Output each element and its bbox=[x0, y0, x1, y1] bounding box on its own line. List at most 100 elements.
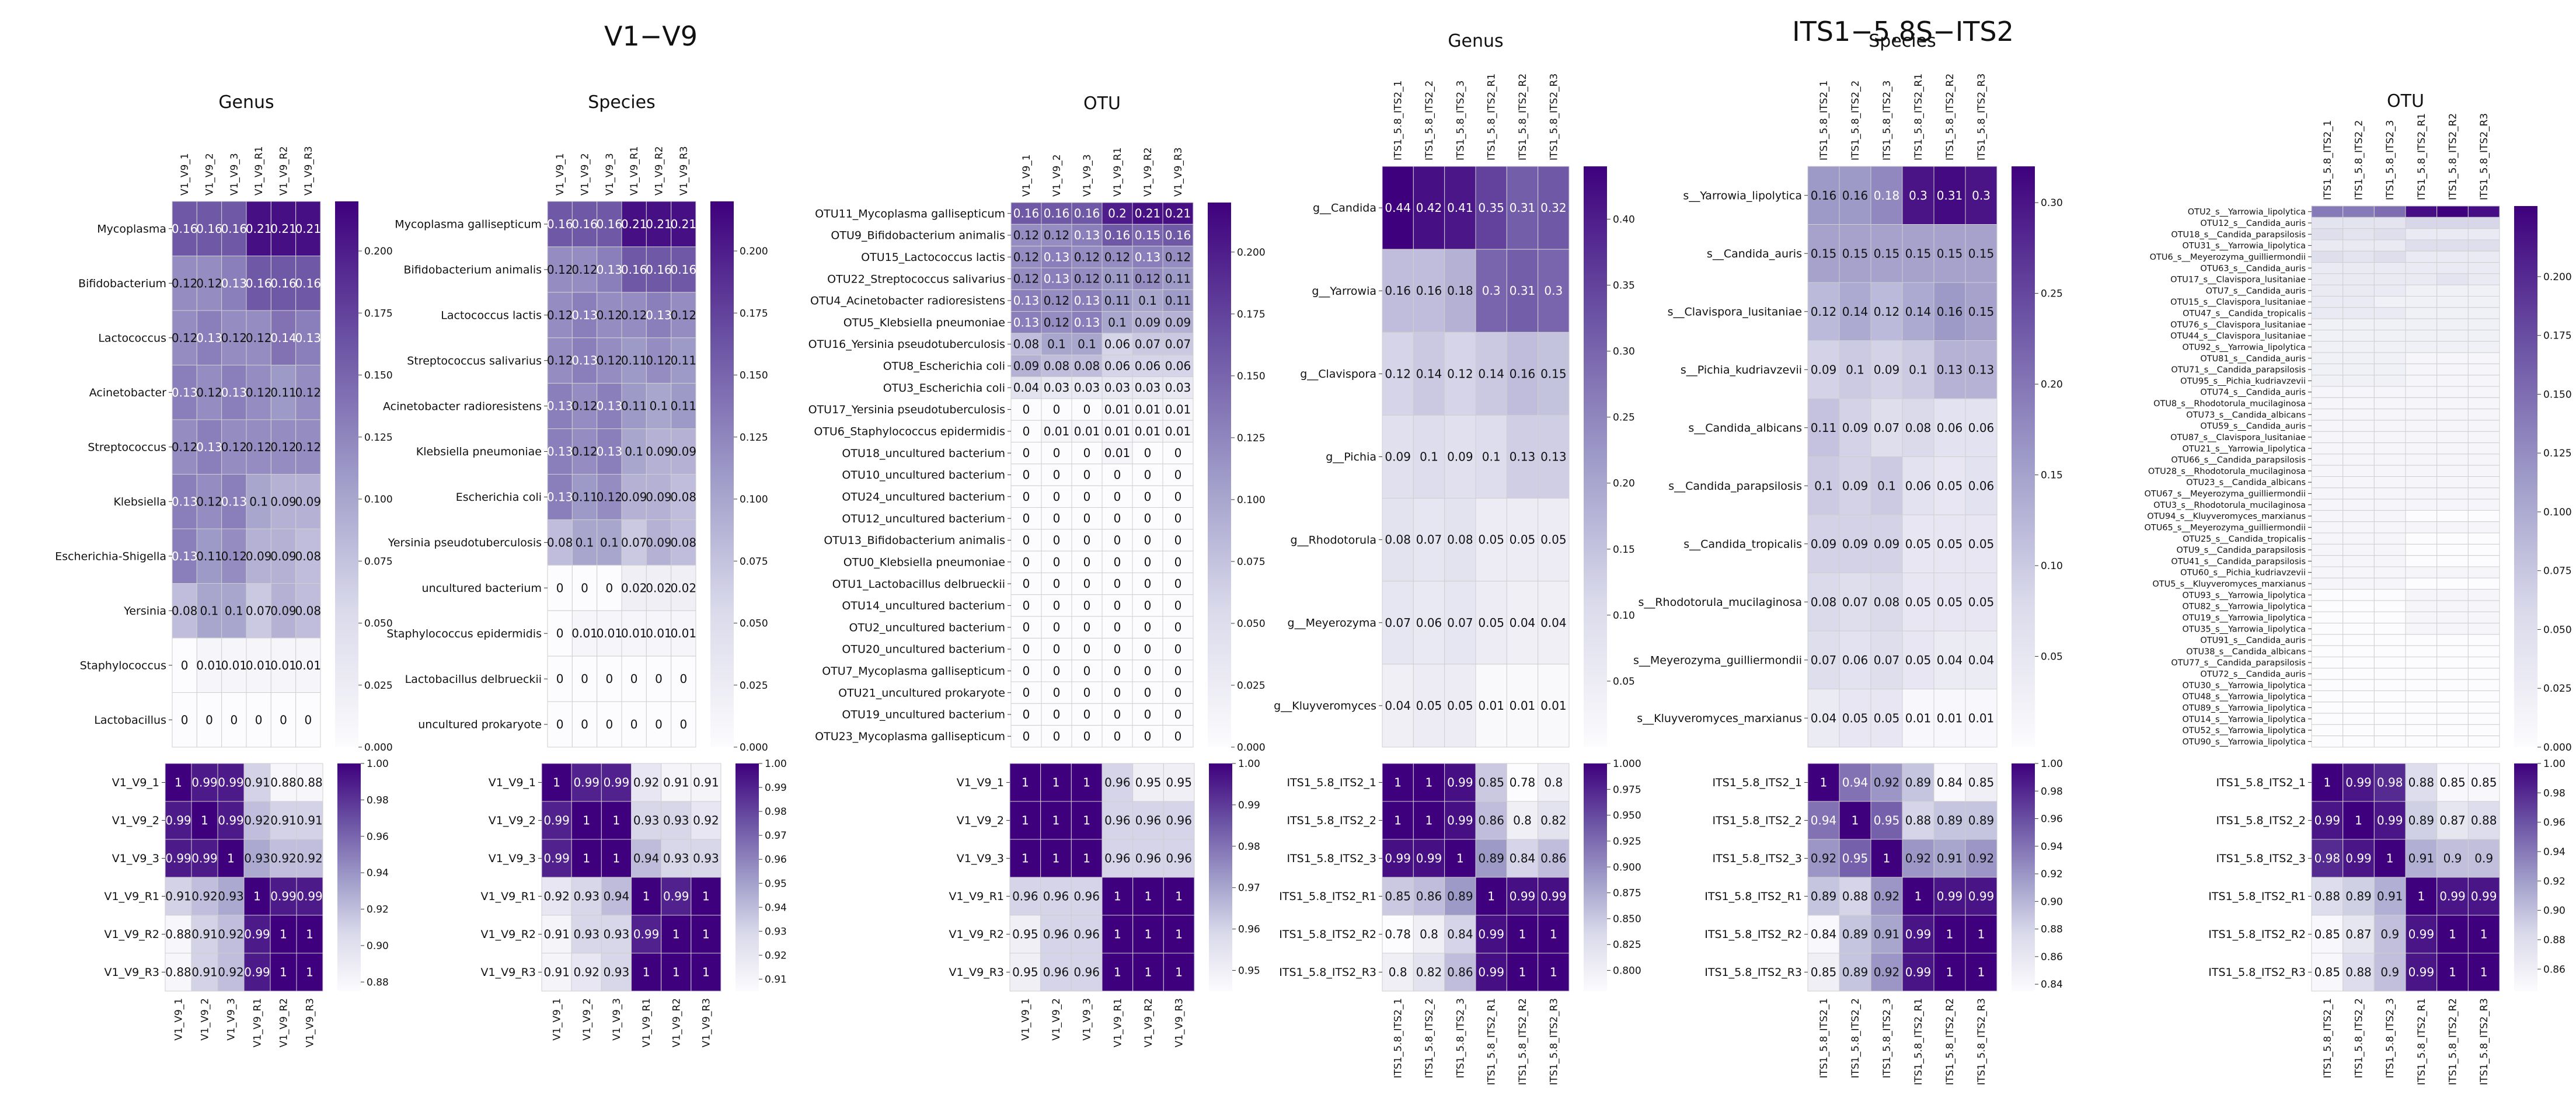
cell-value-label: 0.99 bbox=[604, 776, 630, 790]
heatmap-cell bbox=[671, 383, 696, 430]
cell-value-label: 0.13 bbox=[221, 494, 248, 508]
row-label: OTU95_s__Pichia_kudriavzevii bbox=[2180, 376, 2306, 386]
cell-value-label: 0.16 bbox=[1074, 207, 1100, 221]
heatmap-cell bbox=[1101, 398, 1133, 421]
panel-title: Species bbox=[588, 92, 655, 113]
cell-value-label: 0.12 bbox=[547, 354, 573, 368]
colorbar-tick-label: 0.125 bbox=[2543, 448, 2572, 459]
heatmap-cell bbox=[2467, 409, 2500, 421]
heatmap-cell bbox=[2311, 566, 2344, 578]
cell-value-label: 0.09 bbox=[1874, 362, 1900, 376]
row-label: ITS1_5.8_ITS2_3 bbox=[1287, 852, 1376, 865]
row-label: OTU9_Bifidobacterium animalis bbox=[831, 229, 1005, 242]
row-label: Lactococcus lactis bbox=[441, 309, 542, 322]
cell-value-label: 0.99 bbox=[2314, 814, 2341, 828]
colorbar-tick-label: 0.100 bbox=[1237, 494, 1266, 506]
heatmap-cell bbox=[2343, 521, 2375, 533]
row-label: Acinetobacter radioresistens bbox=[383, 400, 542, 413]
cell-value-label: 1 bbox=[1978, 965, 1985, 979]
cell-value-label: 1 bbox=[306, 965, 313, 979]
cell-value-label: 0.12 bbox=[571, 399, 598, 413]
cell-value-label: 0.92 bbox=[693, 814, 719, 828]
cell-value-label: 0 bbox=[1174, 555, 1182, 569]
cell-value-label: 0.07 bbox=[1416, 533, 1442, 547]
cell-value-label: 1 bbox=[1052, 776, 1060, 790]
cell-value-label: 0.12 bbox=[196, 276, 222, 290]
colorbar-tick-label: 0.94 bbox=[367, 867, 389, 879]
cell-value-label: 0.96 bbox=[1073, 890, 1100, 904]
cell-value-label: 0.13 bbox=[597, 263, 623, 277]
cell-value-label: 0.21 bbox=[646, 217, 672, 231]
heatmap-cell bbox=[2343, 577, 2375, 590]
cell-value-label: 0.12 bbox=[621, 308, 647, 322]
heatmap-cell bbox=[1807, 953, 1840, 992]
cell-value-label: 0.21 bbox=[246, 222, 272, 236]
cell-value-label: 1 bbox=[2386, 852, 2394, 866]
heatmap-cell bbox=[172, 201, 197, 256]
heatmap-cell bbox=[1162, 463, 1194, 486]
cell-value-label: 0.01 bbox=[221, 658, 248, 672]
cell-value-label: 0.99 bbox=[543, 814, 570, 828]
heatmap-cell bbox=[221, 528, 247, 584]
cell-value-label: 0 bbox=[1144, 490, 1152, 504]
colorbar-tick-label: 0.95 bbox=[765, 878, 787, 890]
row-label: OTU72_s__Candida_auris bbox=[2200, 670, 2306, 679]
cell-value-label: 0.99 bbox=[663, 890, 689, 904]
cell-value-label: 0.12 bbox=[221, 549, 248, 563]
heatmap-cell bbox=[296, 953, 323, 992]
column-label: V1_V9_R2 bbox=[654, 146, 665, 196]
heatmap-cell bbox=[2405, 262, 2438, 274]
column-label: V1_V9_R1 bbox=[1112, 147, 1124, 197]
cell-value-label: 0.82 bbox=[1416, 965, 1442, 979]
heatmap-cell bbox=[1807, 166, 1840, 225]
cell-value-label: 0 bbox=[1023, 707, 1030, 721]
cell-value-label: 0.88 bbox=[2314, 890, 2341, 904]
heatmap-cell bbox=[2311, 532, 2344, 545]
heatmap-cell bbox=[246, 256, 271, 311]
heatmap-cell bbox=[2343, 363, 2375, 376]
row-label: OTU17_Yersinia pseudotuberculosis bbox=[808, 403, 1005, 416]
colorbar-tick-label: 0.88 bbox=[2041, 924, 2063, 936]
colorbar-tick-label: 1.00 bbox=[367, 758, 389, 770]
heatmap-cell bbox=[1071, 529, 1103, 552]
heatmap-cell bbox=[671, 474, 696, 520]
heatmap-cell bbox=[1071, 953, 1103, 992]
heatmap-cell bbox=[2343, 839, 2375, 878]
heatmap-cell bbox=[295, 528, 321, 584]
heatmap-cell bbox=[1101, 681, 1133, 704]
heatmap-cell bbox=[2436, 352, 2469, 364]
heatmap-cell bbox=[191, 953, 218, 992]
colorbar-tick-label: 0.200 bbox=[2543, 271, 2572, 283]
heatmap-cell bbox=[1933, 514, 1966, 573]
cell-value-label: 0.11 bbox=[1811, 421, 1837, 435]
heatmap-cell bbox=[2373, 657, 2406, 669]
heatmap-cell bbox=[621, 201, 647, 247]
heatmap-cell bbox=[2405, 713, 2438, 725]
heatmap-cell bbox=[1382, 414, 1414, 499]
row-label: OTU71_s__Candida_parapsilosis bbox=[2171, 365, 2306, 375]
heatmap-cell bbox=[2343, 690, 2375, 703]
cell-value-label: 0 bbox=[1053, 403, 1061, 417]
heatmap-cell bbox=[2311, 724, 2344, 737]
row-label: ITS1_5.8_ITS2_R3 bbox=[2208, 966, 2306, 979]
cell-value-label: 0.14 bbox=[1478, 367, 1504, 381]
cell-value-label: 0.01 bbox=[246, 658, 272, 672]
cell-value-label: 0.88 bbox=[165, 965, 191, 979]
heatmap-cell bbox=[2467, 657, 2500, 669]
heatmap-cell bbox=[2373, 487, 2406, 500]
heatmap-cell bbox=[2467, 341, 2500, 353]
cell-value-label: 0.93 bbox=[604, 965, 630, 979]
cell-value-label: 0.99 bbox=[1968, 890, 1995, 904]
cell-value-label: 0 bbox=[605, 581, 613, 595]
cell-value-label: 0.98 bbox=[2314, 852, 2341, 866]
cell-value-label: 0.04 bbox=[1811, 711, 1837, 725]
heatmap-cell bbox=[295, 365, 321, 420]
heatmap-i_species_corr: 1 0.94 0.92 0.89 0.84 0.850.94 1 0.95 0.88 0.89 0.… bbox=[1704, 758, 2063, 1085]
heatmap-cell bbox=[165, 763, 192, 802]
panel-title: Genus bbox=[218, 92, 274, 113]
cell-value-label: 0.13 bbox=[547, 490, 573, 504]
colorbar-tick-label: 0.92 bbox=[2041, 869, 2063, 880]
heatmap-cell bbox=[1475, 877, 1507, 916]
colorbar-tick-label: 1.000 bbox=[1613, 758, 1641, 770]
heatmap-cell bbox=[1101, 333, 1133, 355]
